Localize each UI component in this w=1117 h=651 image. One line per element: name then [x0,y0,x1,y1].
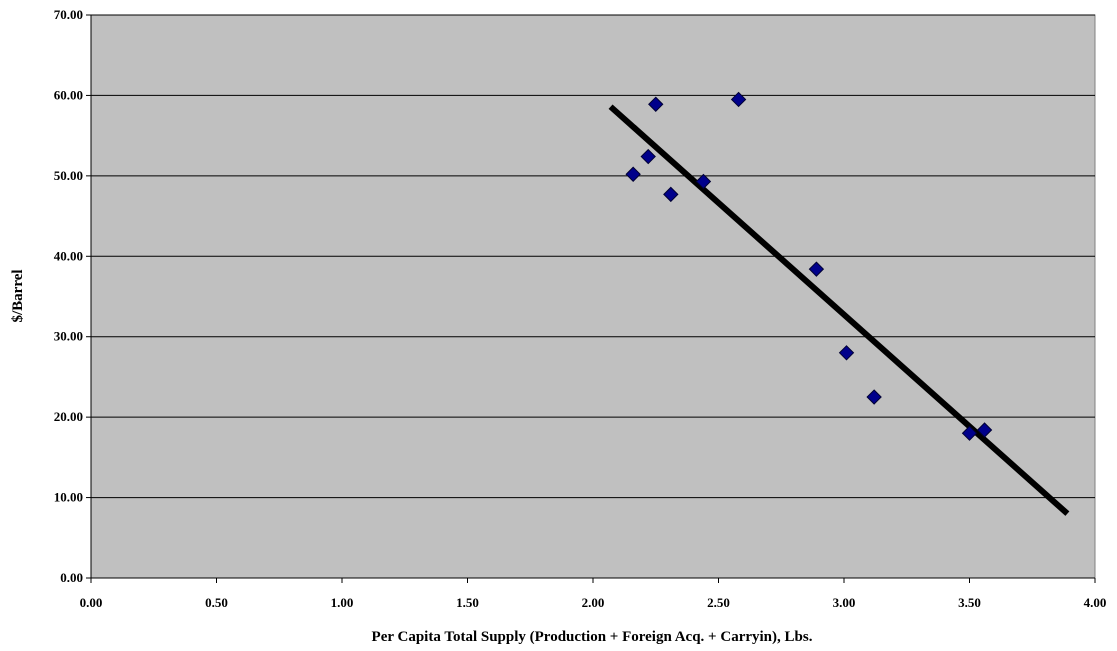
y-tick-label: 60.00 [54,87,83,102]
data-points [625,91,993,441]
x-tick-label: 1.00 [331,595,354,610]
y-axis-ticks: 0.00 10.00 20.00 30.00 40.00 50.00 60.00 70.00 [54,7,92,585]
data-point [648,96,664,112]
y-tick-label: 30.00 [54,329,83,344]
y-tick-label: 20.00 [54,409,83,424]
plot-area [90,14,1096,579]
data-point [976,422,993,438]
y-tick-label: 10.00 [54,490,83,505]
x-tick-label: 1.50 [456,595,479,610]
y-tick-label: 70.00 [54,7,83,22]
data-point [808,261,825,277]
data-point [640,148,656,165]
x-axis-label: Per Capita Total Supply (Production + Fo… [372,629,813,645]
data-point [730,91,747,108]
data-point [695,173,712,190]
y-tick-label: 50.00 [54,168,83,183]
data-point [961,425,978,441]
y-tick-label: 40.00 [54,248,83,263]
x-tick-label: 4.00 [1084,595,1107,610]
x-axis-ticks: 0.00 0.50 1.00 1.50 2.00 2.50 3.00 3.50 4.00 [80,577,1107,610]
y-tick-label: 0.00 [60,570,83,585]
x-tick-label: 0.00 [80,595,103,610]
data-point [663,186,679,203]
trend-line-group [608,104,1070,516]
grid-lines [91,14,1095,499]
x-tick-label: 2.50 [707,595,730,610]
trend-line [608,104,1070,516]
data-point [838,345,855,361]
y-axis-label: $/Barrel [10,269,26,322]
x-tick-label: 3.50 [958,595,981,610]
data-point [866,389,882,405]
x-tick-label: 2.00 [582,595,605,610]
x-tick-label: 3.00 [833,595,856,610]
data-point [625,166,641,182]
x-tick-label: 0.50 [205,595,228,610]
